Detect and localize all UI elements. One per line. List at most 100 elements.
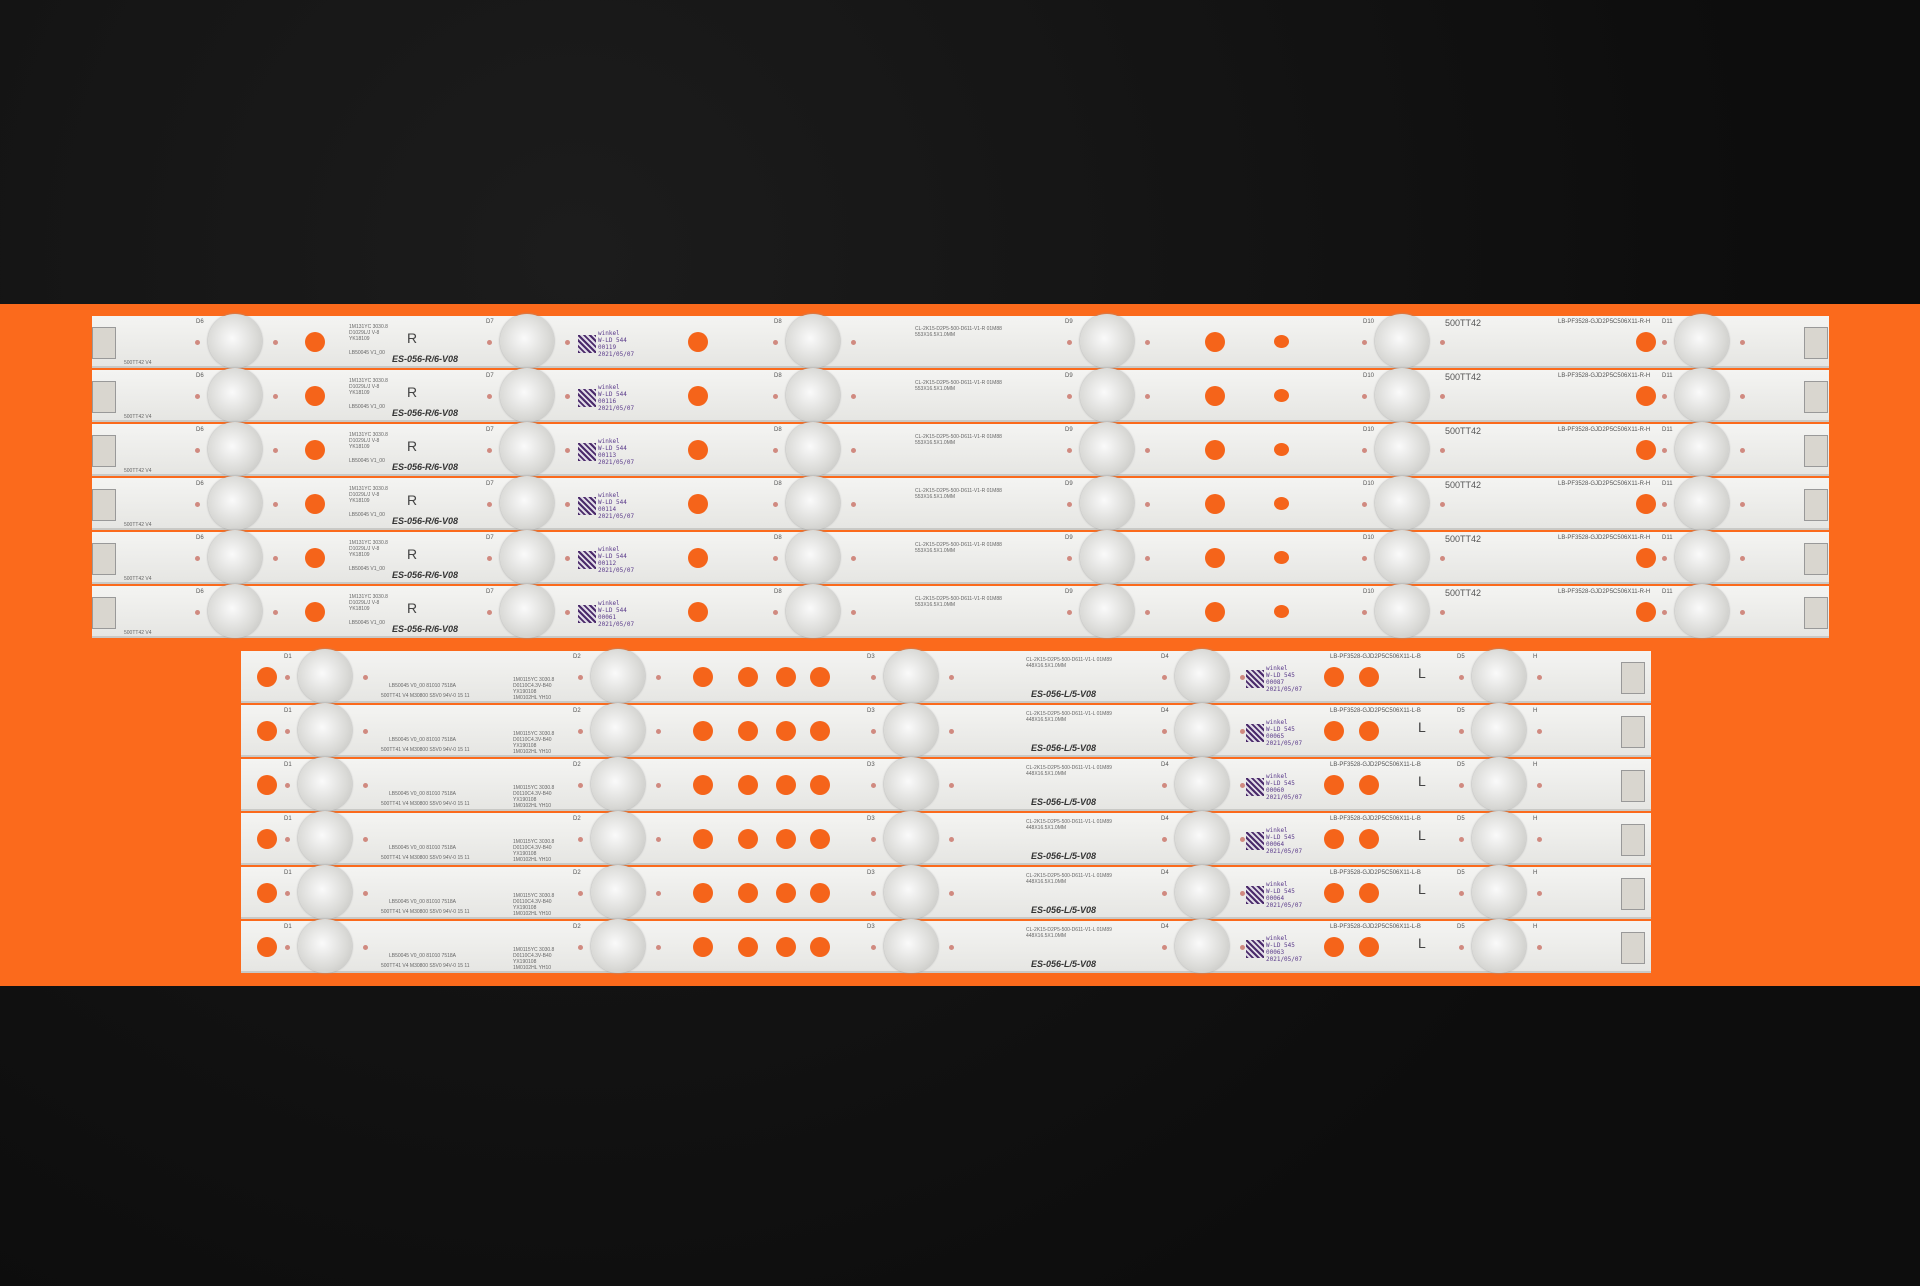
led-lens — [500, 422, 554, 476]
spec-text: CL-2K15-D2P5-500-D611-V1-R 01M88 553X16.… — [915, 380, 1002, 392]
led-lens — [884, 649, 938, 703]
solder-pad — [1662, 502, 1667, 507]
led-label: D9 — [1065, 589, 1073, 595]
mounting-hole — [688, 386, 708, 406]
h-mark: H — [1533, 816, 1538, 822]
side-letter: L — [1418, 881, 1426, 897]
qr-text: winkel W-LD 545 00065 2021/05/07 — [1266, 719, 1303, 747]
side-letter: L — [1418, 935, 1426, 951]
led-lens — [500, 584, 554, 638]
solder-pad — [285, 891, 290, 896]
spec-text: CL-2K15-D2P5-500-D611-V1-R 01M88 553X16.… — [915, 434, 1002, 446]
led-lens — [208, 584, 262, 638]
solder-pad — [656, 729, 661, 734]
version-text: LB50045 V0_00 81010 7518A — [389, 791, 457, 797]
mounting-hole — [693, 721, 713, 741]
spec-text: CL-2K15-D2P5-500-D611-V1-R 01M88 553X16.… — [915, 488, 1002, 500]
connector-left — [92, 489, 116, 521]
version-text: LB50045 V1_00 — [349, 566, 385, 572]
spec-text: CL-2K15-D2P5-500-D611-V1-L 01M89 448X16.… — [1026, 711, 1112, 723]
led-lens — [1080, 422, 1134, 476]
qr-code-icon — [1246, 670, 1264, 688]
connector-right — [1804, 543, 1828, 575]
solder-pad — [1740, 556, 1745, 561]
component-text: 1M131YC 3030.8 D1029L/J V-8 YK18109 — [349, 486, 388, 504]
qr-code-icon — [578, 335, 596, 353]
led-label: D7 — [486, 427, 494, 433]
solder-pad — [1740, 502, 1745, 507]
led-lens — [298, 757, 352, 811]
solder-pad — [851, 394, 856, 399]
solder-pad — [1740, 610, 1745, 615]
solder-pad — [273, 394, 278, 399]
led-lens — [1375, 368, 1429, 422]
mounting-hole — [1636, 548, 1656, 568]
led-label: D1 — [284, 870, 292, 876]
mounting-hole — [810, 829, 830, 849]
solder-pad — [363, 837, 368, 842]
solder-pad — [1662, 610, 1667, 615]
qr-text: winkel W-LD 544 00116 2021/05/07 — [598, 384, 635, 412]
solder-pad — [1362, 340, 1367, 345]
part-text: 500TT42 — [1445, 372, 1482, 382]
pcb-code: LB-PF3528-GJD2P5C506X11-L-B — [1330, 870, 1421, 876]
solder-pad — [1067, 394, 1072, 399]
qr-text: winkel W-LD 544 00113 2021/05/07 — [598, 438, 635, 466]
led-label: D2 — [573, 816, 581, 822]
component-text: 1M0115YC 3030.8 D0110C4.3V-B40 YX190108 … — [513, 893, 555, 917]
edge-text: 500TT42 V4 — [124, 576, 152, 582]
led-lens — [1675, 476, 1729, 530]
solder-pad — [949, 945, 954, 950]
solder-pad — [1662, 340, 1667, 345]
solder-pad — [851, 610, 856, 615]
solder-pad — [1440, 610, 1445, 615]
connector-right — [1804, 327, 1828, 359]
mounting-hole — [305, 332, 325, 352]
solder-pad — [195, 610, 200, 615]
solder-pad — [1537, 945, 1542, 950]
qr-text: winkel W-LD 545 00064 2021/05/07 — [1266, 827, 1303, 855]
led-label: D6 — [196, 427, 204, 433]
solder-pad — [871, 729, 876, 734]
solder-pad — [273, 610, 278, 615]
qr-code-icon — [1246, 832, 1264, 850]
solder-pad — [773, 448, 778, 453]
led-label: D5 — [1457, 762, 1465, 768]
side-letter: R — [407, 384, 418, 400]
solder-pad — [578, 891, 583, 896]
led-label: D1 — [284, 654, 292, 660]
solder-pad — [1145, 502, 1150, 507]
model-text: ES-056-L/5-V08 — [1031, 959, 1097, 969]
model-text: ES-056-R/6-V08 — [392, 570, 459, 580]
solder-pad — [487, 610, 492, 615]
led-label: D11 — [1662, 589, 1673, 595]
solder-pad — [565, 394, 570, 399]
led-lens — [1375, 476, 1429, 530]
qr-text: winkel W-LD 545 00087 2021/05/07 — [1266, 665, 1303, 693]
led-label: D3 — [867, 708, 875, 714]
led-label: D6 — [196, 589, 204, 595]
version-text: LB50045 V0_00 81010 7518A — [389, 683, 457, 689]
spec-text: CL-2K15-D2P5-500-D611-V1-R 01M88 553X16.… — [915, 596, 1002, 608]
solder-pad — [656, 945, 661, 950]
mounting-hole — [1359, 775, 1379, 795]
solder-pad — [1067, 502, 1072, 507]
connector-left — [92, 597, 116, 629]
led-lens — [1375, 422, 1429, 476]
side-letter: R — [407, 546, 418, 562]
connector-right — [1804, 489, 1828, 521]
pcb-code: LB-PF3528-GJD2P5C506X11-R-H — [1558, 535, 1651, 541]
mounting-hole — [1636, 332, 1656, 352]
led-lens — [208, 530, 262, 584]
side-letter: L — [1418, 773, 1426, 789]
h-mark: H — [1533, 870, 1538, 876]
version-text: LB50045 V1_00 — [349, 404, 385, 410]
h-mark: H — [1533, 762, 1538, 768]
led-lens — [1675, 368, 1729, 422]
connector-right — [1621, 716, 1645, 748]
side-letter: L — [1418, 827, 1426, 843]
solder-pad — [1459, 891, 1464, 896]
led-label: D11 — [1662, 427, 1673, 433]
mounting-hole — [688, 548, 708, 568]
mounting-hole — [776, 829, 796, 849]
